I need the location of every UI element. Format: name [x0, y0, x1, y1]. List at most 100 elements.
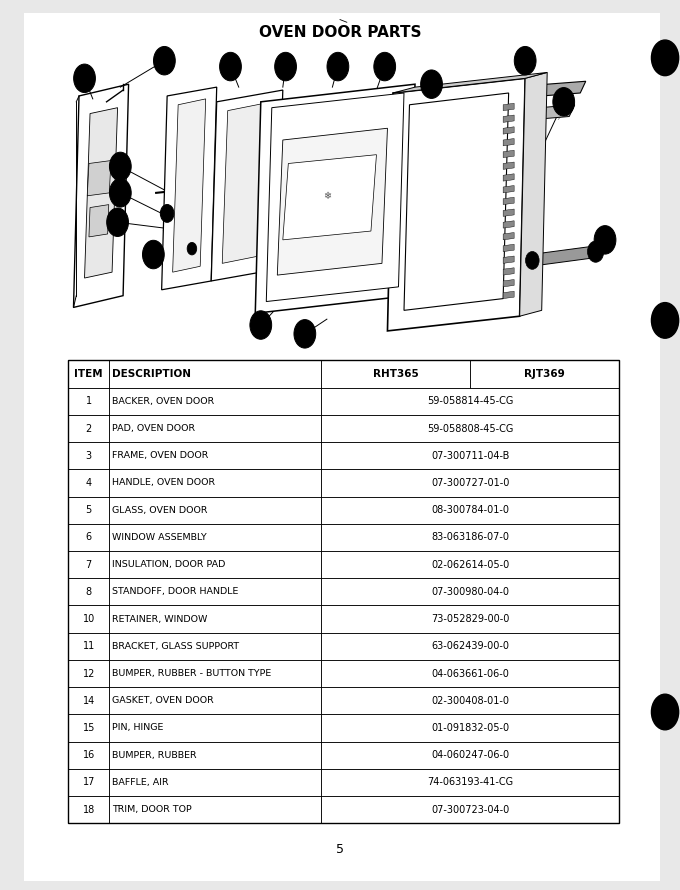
Bar: [322, 715, 619, 741]
Text: 4: 4: [86, 478, 92, 488]
Text: 8: 8: [86, 587, 92, 597]
Polygon shape: [277, 128, 388, 275]
Text: 10: 10: [82, 614, 95, 624]
Text: 5: 5: [86, 506, 92, 515]
Bar: [68, 469, 109, 497]
Polygon shape: [283, 155, 377, 239]
Text: 16: 16: [148, 250, 159, 259]
Bar: [322, 497, 619, 524]
Polygon shape: [115, 184, 122, 202]
Text: 07-300727-01-0: 07-300727-01-0: [431, 478, 509, 488]
Text: 04-060247-06-0: 04-060247-06-0: [431, 750, 509, 760]
Circle shape: [594, 225, 616, 255]
Polygon shape: [503, 291, 514, 299]
Text: 59-058814-45-CG: 59-058814-45-CG: [427, 396, 513, 407]
Circle shape: [374, 53, 396, 81]
Bar: [68, 605, 109, 633]
Polygon shape: [255, 85, 415, 313]
Text: PIN, HINGE: PIN, HINGE: [112, 724, 163, 732]
Bar: [109, 551, 322, 578]
Polygon shape: [503, 139, 514, 146]
Bar: [322, 388, 619, 415]
Bar: [109, 796, 322, 823]
Bar: [109, 741, 322, 769]
Text: 18: 18: [82, 805, 95, 814]
Polygon shape: [73, 85, 129, 307]
Text: 3: 3: [86, 450, 92, 461]
Bar: [109, 497, 322, 524]
Text: RJT369: RJT369: [524, 369, 565, 379]
Bar: [109, 415, 322, 442]
Polygon shape: [464, 105, 575, 125]
Text: 14: 14: [79, 74, 90, 83]
Bar: [109, 360, 322, 388]
Bar: [109, 633, 322, 659]
Bar: [109, 442, 322, 469]
Bar: [322, 524, 619, 551]
Polygon shape: [503, 279, 514, 287]
Circle shape: [275, 53, 296, 81]
Text: 02-062614-05-0: 02-062614-05-0: [431, 560, 509, 570]
Text: TRIM, DOOR TOP: TRIM, DOOR TOP: [112, 805, 192, 814]
Text: 5: 5: [258, 320, 264, 329]
Text: 10: 10: [280, 62, 291, 71]
Polygon shape: [503, 162, 514, 169]
Bar: [322, 659, 619, 687]
Text: 12: 12: [82, 668, 95, 678]
Circle shape: [526, 252, 539, 270]
Bar: [322, 741, 619, 769]
Text: 07-300711-04-B: 07-300711-04-B: [431, 450, 509, 461]
Bar: [68, 687, 109, 715]
Text: STANDOFF, DOOR HANDLE: STANDOFF, DOOR HANDLE: [112, 587, 239, 596]
Text: 3: 3: [302, 329, 307, 338]
Polygon shape: [89, 205, 109, 237]
Text: 6: 6: [228, 62, 233, 71]
Text: 2: 2: [162, 56, 167, 65]
Text: 07-300980-04-0: 07-300980-04-0: [431, 587, 509, 597]
Text: 17: 17: [82, 777, 95, 788]
Circle shape: [73, 64, 95, 93]
Polygon shape: [222, 101, 272, 263]
Polygon shape: [520, 72, 547, 316]
Text: BACKER, OVEN DOOR: BACKER, OVEN DOOR: [112, 397, 214, 406]
Text: 11: 11: [82, 642, 95, 651]
Polygon shape: [509, 173, 530, 184]
Text: 17: 17: [426, 80, 437, 89]
Polygon shape: [173, 99, 205, 272]
Circle shape: [109, 179, 131, 207]
Polygon shape: [87, 160, 111, 196]
Circle shape: [187, 242, 197, 255]
Text: 83-063186-07-0: 83-063186-07-0: [431, 532, 509, 542]
Text: GASKET, OVEN DOOR: GASKET, OVEN DOOR: [112, 696, 214, 705]
Text: 11: 11: [115, 162, 126, 171]
Bar: [109, 388, 322, 415]
Polygon shape: [503, 126, 514, 134]
Bar: [109, 605, 322, 633]
Text: 6: 6: [86, 532, 92, 542]
Polygon shape: [393, 72, 547, 93]
Bar: [68, 415, 109, 442]
Polygon shape: [267, 93, 404, 302]
Bar: [109, 578, 322, 605]
Polygon shape: [530, 246, 597, 266]
Polygon shape: [503, 244, 514, 252]
Bar: [68, 796, 109, 823]
Polygon shape: [503, 198, 514, 205]
Bar: [68, 360, 619, 823]
Circle shape: [294, 320, 316, 348]
Text: 18: 18: [520, 56, 530, 65]
Polygon shape: [162, 87, 217, 290]
Text: ITEM: ITEM: [74, 369, 103, 379]
Circle shape: [553, 87, 575, 116]
Text: WINDOW ASSEMBLY: WINDOW ASSEMBLY: [112, 533, 207, 542]
Text: 04-063661-06-0: 04-063661-06-0: [431, 668, 509, 678]
Bar: [322, 796, 619, 823]
Bar: [109, 687, 322, 715]
Text: PAD, OVEN DOOR: PAD, OVEN DOOR: [112, 424, 195, 433]
Polygon shape: [503, 150, 514, 158]
Text: 2: 2: [86, 424, 92, 433]
Text: 4: 4: [602, 235, 608, 245]
Text: ❄: ❄: [323, 190, 331, 201]
Circle shape: [160, 205, 174, 222]
Text: BAFFLE, AIR: BAFFLE, AIR: [112, 778, 169, 787]
